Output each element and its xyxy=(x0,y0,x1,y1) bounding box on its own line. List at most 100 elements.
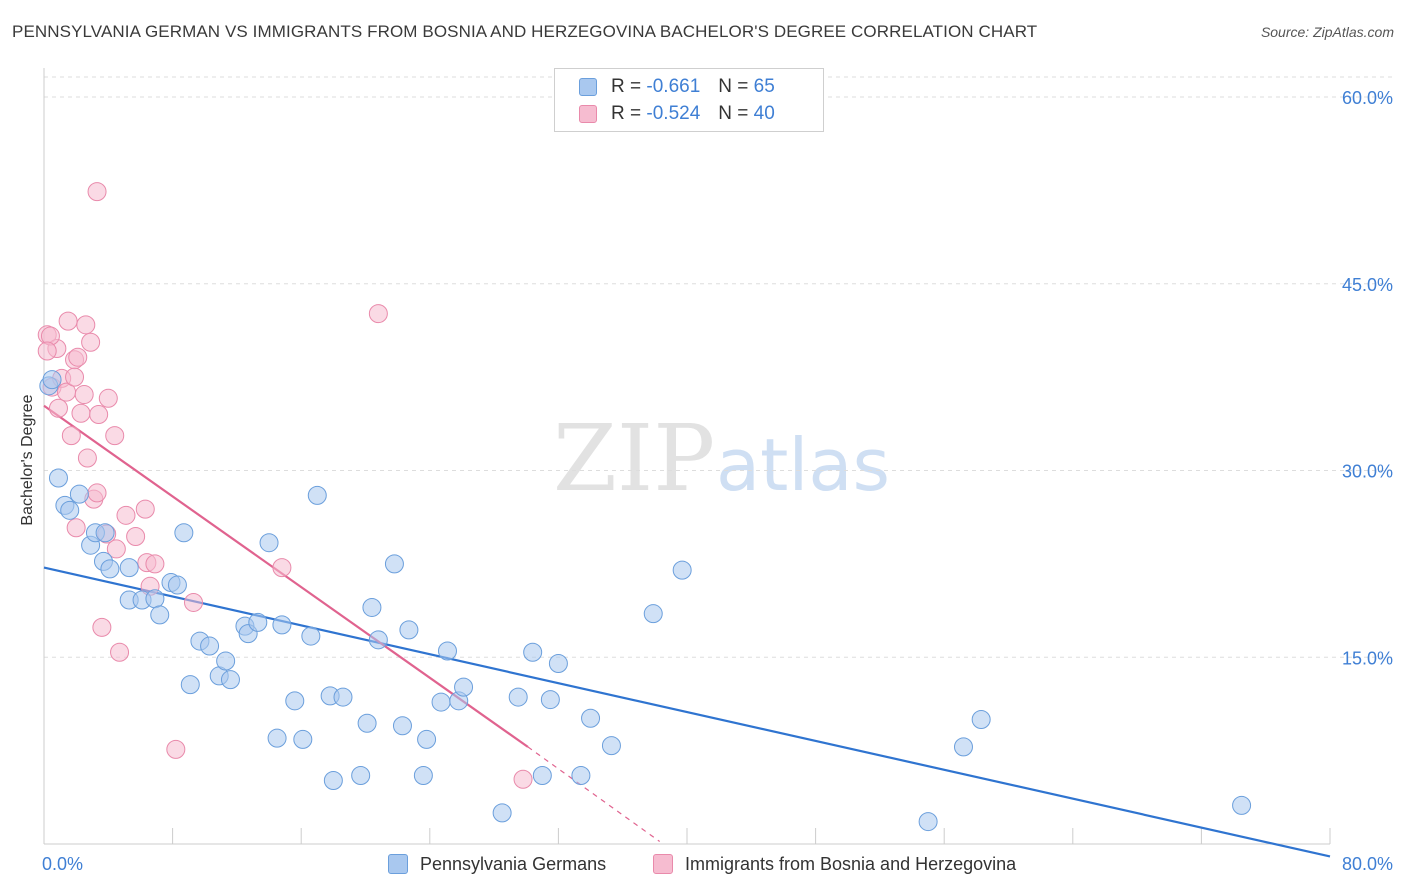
point-pennsylvania-germans xyxy=(95,523,115,543)
bottom-legend-swatch-blue xyxy=(388,854,408,874)
point-pennsylvania-germans xyxy=(272,615,292,635)
point-pennsylvania-germans xyxy=(301,626,321,646)
bottom-legend-pennsylvania-germans: Pennsylvania Germans xyxy=(388,852,606,876)
point-bosnia xyxy=(58,311,78,331)
point-pennsylvania-germans xyxy=(362,597,382,617)
correlation-legend: R = -0.661 N = 65 R = -0.524 N = 40 xyxy=(554,68,824,132)
point-pennsylvania-germans xyxy=(399,620,419,640)
trendline-bosnia-extension xyxy=(527,746,661,842)
point-pennsylvania-germans xyxy=(307,485,327,505)
point-bosnia xyxy=(77,448,97,468)
legend-r-label: R = xyxy=(611,76,642,97)
point-pennsylvania-germans xyxy=(100,559,120,579)
point-pennsylvania-germans xyxy=(357,713,377,733)
point-bosnia xyxy=(368,304,388,324)
point-pennsylvania-germans xyxy=(174,523,194,543)
y-axis-label-wrap: Bachelor's Degree xyxy=(16,300,40,620)
point-pennsylvania-germans xyxy=(69,484,89,504)
point-pennsylvania-germans xyxy=(581,708,601,728)
point-pennsylvania-germans xyxy=(150,605,170,625)
point-bosnia xyxy=(92,617,112,637)
point-pennsylvania-germans xyxy=(437,641,457,661)
point-pennsylvania-germans xyxy=(333,687,353,707)
point-pennsylvania-germans xyxy=(643,604,663,624)
point-pennsylvania-germans xyxy=(523,642,543,662)
point-pennsylvania-germans xyxy=(42,370,62,390)
point-pennsylvania-germans xyxy=(571,766,591,786)
axes xyxy=(43,68,1331,845)
point-pennsylvania-germans xyxy=(285,691,305,711)
legend-n-label: N = xyxy=(718,76,749,97)
point-pennsylvania-germans xyxy=(971,710,991,729)
legend-swatch-blue xyxy=(579,78,597,96)
point-bosnia xyxy=(76,315,96,335)
point-bosnia xyxy=(65,367,85,387)
legend-r-value: -0.524 xyxy=(646,103,701,124)
legend-n-label: N = xyxy=(718,103,749,124)
point-pennsylvania-germans xyxy=(492,803,512,823)
bottom-legend-bosnia: Immigrants from Bosnia and Herzegovina xyxy=(653,852,1016,876)
point-bosnia xyxy=(81,332,101,352)
point-pennsylvania-germans xyxy=(548,653,568,673)
point-pennsylvania-germans xyxy=(200,636,220,656)
point-pennsylvania-germans xyxy=(48,468,68,488)
point-bosnia xyxy=(110,642,130,662)
point-bosnia xyxy=(513,769,533,789)
bottom-legend-label: Immigrants from Bosnia and Herzegovina xyxy=(685,853,1017,874)
point-pennsylvania-germans xyxy=(508,687,528,707)
grid-lines xyxy=(44,76,1394,658)
y-tick-label: 45.0% xyxy=(1342,275,1393,295)
point-pennsylvania-germans xyxy=(918,812,938,832)
source-note: Source: ZipAtlas.com xyxy=(1260,24,1394,40)
point-bosnia xyxy=(74,385,94,405)
point-pennsylvania-germans xyxy=(1232,795,1252,815)
point-bosnia xyxy=(126,526,146,546)
point-pennsylvania-germans xyxy=(384,554,404,574)
point-pennsylvania-germans xyxy=(417,729,437,749)
point-pennsylvania-germans xyxy=(167,575,187,595)
point-pennsylvania-germans xyxy=(431,692,451,712)
point-bosnia xyxy=(135,499,155,519)
point-pennsylvania-germans xyxy=(248,612,268,632)
legend-row-pennsylvania-germans: R = -0.661 N = 65 xyxy=(579,75,775,99)
point-pennsylvania-germans xyxy=(540,690,560,710)
point-bosnia xyxy=(166,739,186,759)
point-pennsylvania-germans xyxy=(413,766,433,786)
point-bosnia xyxy=(37,341,57,361)
point-bosnia xyxy=(68,347,88,367)
point-pennsylvania-germans xyxy=(351,766,371,786)
legend-r-label: R = xyxy=(611,103,642,124)
point-pennsylvania-germans xyxy=(220,670,240,690)
point-bosnia xyxy=(106,539,126,559)
point-bosnia xyxy=(48,398,68,418)
chart-title: PENNSYLVANIA GERMAN VS IMMIGRANTS FROM B… xyxy=(12,22,1038,41)
point-bosnia xyxy=(98,388,118,408)
bottom-legend-label: Pennsylvania Germans xyxy=(420,853,607,874)
y-tick-label: 30.0% xyxy=(1342,462,1393,482)
point-pennsylvania-germans xyxy=(532,766,552,786)
point-pennsylvania-germans xyxy=(454,677,474,697)
point-pennsylvania-germans xyxy=(672,560,692,580)
point-bosnia xyxy=(89,404,109,424)
trendline-bosnia xyxy=(43,404,529,748)
point-pennsylvania-germans xyxy=(216,651,236,671)
point-bosnia xyxy=(71,403,91,423)
point-bosnia xyxy=(66,518,86,538)
point-pennsylvania-germans xyxy=(145,589,165,609)
point-pennsylvania-germans xyxy=(293,729,313,749)
x-tick-label: 0.0% xyxy=(42,854,83,874)
y-tick-label: 60.0% xyxy=(1342,88,1393,108)
point-pennsylvania-germans xyxy=(180,675,200,695)
watermark-zip: ZIP xyxy=(553,405,715,512)
point-pennsylvania-germans xyxy=(119,558,139,578)
point-pennsylvania-germans xyxy=(601,736,621,756)
trendline-pennsylvania-germans xyxy=(43,566,1331,858)
point-pennsylvania-germans xyxy=(267,728,287,748)
point-bosnia xyxy=(105,426,125,446)
legend-row-bosnia: R = -0.524 N = 40 xyxy=(579,102,775,126)
point-bosnia xyxy=(183,592,203,612)
point-bosnia xyxy=(116,505,136,525)
data-points xyxy=(37,182,1252,832)
legend-n-value: 40 xyxy=(753,103,775,124)
